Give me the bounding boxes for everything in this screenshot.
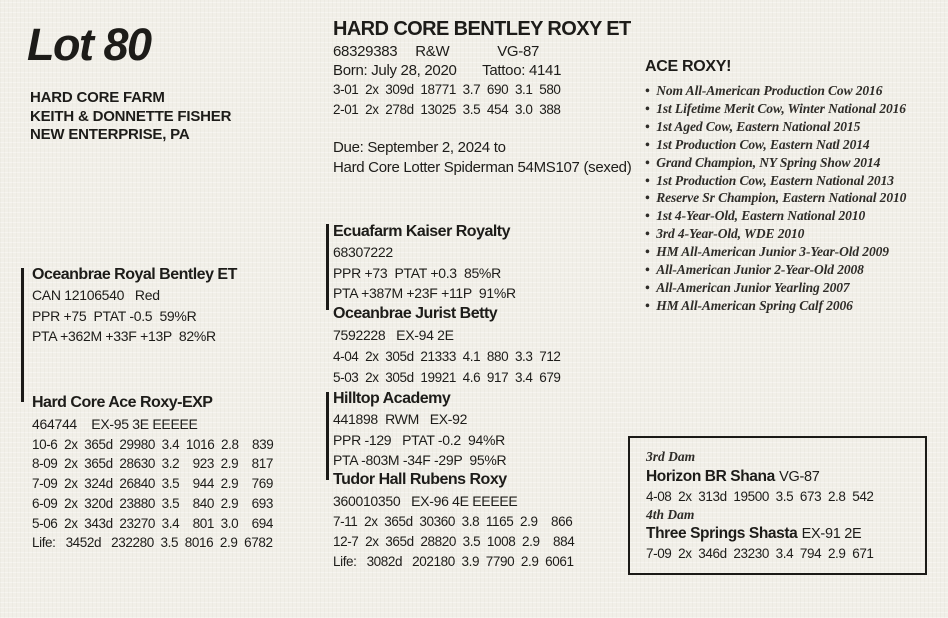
- dam-of-sire-registration: 7592228 EX-94 2E: [333, 327, 454, 343]
- dam-of-dam-name: Tudor Hall Rubens Roxy: [333, 471, 507, 488]
- award-item: Grand Champion, NY Spring Show 2014: [645, 154, 945, 172]
- award-item: 1st Production Cow, Eastern Natl 2014: [645, 136, 945, 154]
- dam-of-sire-name: Oceanbrae Jurist Betty: [333, 305, 498, 322]
- dam-lifetime-record: Life: 3452d 232280 3.5 8016 2.9 6782: [32, 535, 273, 551]
- award-item: 1st Lifetime Merit Cow, Winter National …: [645, 100, 945, 118]
- registration-number: 68329383: [333, 43, 398, 60]
- animal-id-line: 68329383 R&W VG-87: [333, 42, 643, 61]
- breed-color-code: R&W: [415, 43, 450, 60]
- service-sire-line: Hard Core Lotter Spiderman 54MS107 (sexe…: [333, 158, 632, 176]
- award-item: Reserve Sr Champion, Eastern National 20…: [645, 189, 945, 207]
- third-dam-label: 3rd Dam: [646, 449, 696, 464]
- fourth-dam-label: 4th Dam: [646, 506, 695, 522]
- classification-score: VG-87: [497, 43, 540, 60]
- sire-of-sire-registration: 68307222: [333, 244, 393, 260]
- third-dam-score: VG-87: [779, 468, 820, 485]
- award-item: All-American Junior Yearling 2007: [645, 279, 945, 297]
- sire-of-dam-registration: 441898 RWM EX-92: [333, 411, 468, 427]
- award-item: HM All-American Spring Calf 2006: [645, 297, 945, 315]
- tattoo-number: Tattoo: 4141: [482, 62, 562, 79]
- fourth-dam-production-record: 7-09 2x 346d 23230 3.4 794 2.9 671: [646, 546, 874, 562]
- awards-list: Nom All-American Production Cow 2016 1st…: [645, 82, 945, 315]
- award-item: 1st Aged Cow, Eastern National 2015: [645, 118, 945, 136]
- production-record: 2-01 2x 278d 13025 3.5 454 3.0 388: [333, 102, 561, 117]
- dam-name: Hard Core Ace Roxy-EXP: [32, 394, 213, 411]
- fourth-dam-score: EX-91 2E: [801, 526, 862, 543]
- fourth-dam-name-line: Three Springs Shasta EX-91 2E: [646, 524, 925, 544]
- pedigree-sire-of-sire-block: Ecuafarm Kaiser Royalty 68307222 PPR +73…: [333, 221, 516, 304]
- born-tattoo-line: Born: July 28, 2020 Tattoo: 4141: [333, 61, 643, 80]
- sire-of-sire-name: Ecuafarm Kaiser Royalty: [333, 223, 511, 240]
- sire-ppr-line: PPR +75 PTAT -0.5 59%R: [32, 307, 197, 324]
- sire-pta-line: PTA +362M +33F +13P 82%R: [32, 328, 216, 344]
- dam-production-record: 8-09 2x 365d 28630 3.2 923 2.9 817: [32, 456, 273, 472]
- award-item: Nom All-American Production Cow 2016: [645, 82, 945, 100]
- dam-of-sire-production-record: 4-04 2x 305d 21333 4.1 880 3.3 712: [333, 349, 561, 364]
- sire-of-sire-pta-line: PTA +387M +23F +11P 91%R: [333, 285, 516, 301]
- award-item: 1st 4-Year-Old, Eastern National 2010: [645, 207, 945, 225]
- dam-production-record: 10-6 2x 365d 29980 3.4 1016 2.8 839: [32, 436, 274, 452]
- pedigree-dam-of-dam-block: Tudor Hall Rubens Roxy 360010350 EX-96 4…: [333, 469, 575, 571]
- dam-production-record: 6-09 2x 320d 23880 3.5 840 2.9 693: [32, 495, 273, 511]
- consignor-farm-name: HARD CORE FARM: [30, 89, 165, 106]
- pedigree-sire-of-dam-block: Hilltop Academy 441898 RWM EX-92 PPR -12…: [333, 388, 507, 471]
- sire-of-dam-ppr-line: PPR -129 PTAT -0.2 94%R: [333, 431, 505, 448]
- consignor-block: HARD CORE FARM KEITH & DONNETTE FISHER N…: [30, 89, 231, 145]
- dam-of-dam-production-record: 12-7 2x 365d 28820 3.5 1008 2.9 884: [333, 533, 575, 549]
- awards-block: ACE ROXY! Nom All-American Production Co…: [645, 57, 945, 315]
- sire-of-dam-name: Hilltop Academy: [333, 390, 451, 407]
- lot-number: Lot 80: [27, 19, 152, 70]
- dam-production-record: 5-06 2x 343d 23270 3.4 801 3.0 694: [32, 515, 273, 531]
- awards-title: ACE ROXY!: [645, 58, 732, 75]
- third-dam-production-record: 4-08 2x 313d 19500 3.5 673 2.8 542: [646, 488, 874, 504]
- dam-production-record: 7-09 2x 324d 26840 3.5 944 2.9 769: [32, 476, 273, 492]
- award-item: 1st Production Cow, Eastern National 201…: [645, 172, 945, 190]
- sire-of-dam-pta-line: PTA -803M -34F -29P 95%R: [333, 452, 507, 468]
- due-date-line: Due: September 2, 2024 to: [333, 139, 506, 156]
- pedigree-bracket-line: [326, 224, 329, 310]
- pedigree-bracket-line: [326, 392, 329, 480]
- dam-of-sire-production-record: 5-03 2x 305d 19921 4.6 917 3.4 679: [333, 370, 561, 385]
- due-block: Due: September 2, 2024 to Hard Core Lott…: [333, 138, 643, 177]
- award-item: All-American Junior 2-Year-Old 2008: [645, 261, 945, 279]
- dam-of-dam-production-record: 7-11 2x 365d 30360 3.8 1165 2.9 866: [333, 514, 573, 529]
- dam-of-dam-lifetime-record: Life: 3082d 202180 3.9 7790 2.9 6061: [333, 553, 574, 569]
- award-item: HM All-American Junior 3-Year-Old 2009: [645, 243, 945, 261]
- sire-name: Oceanbrae Royal Bentley ET: [32, 266, 237, 283]
- production-record: 3-01 2x 309d 18771 3.7 690 3.1 580: [333, 82, 561, 97]
- third-dam-name: Horizon BR Shana: [646, 467, 775, 485]
- pedigree-bracket-line: [21, 268, 24, 402]
- fourth-dam-name: Three Springs Shasta: [646, 525, 798, 543]
- sire-of-sire-ppr-line: PPR +73 PTAT +0.3 85%R: [333, 264, 501, 281]
- pedigree-dam-of-sire-block: Oceanbrae Jurist Betty 7592228 EX-94 2E …: [333, 303, 561, 388]
- animal-header: HARD CORE BENTLEY ROXY ET 68329383 R&W V…: [333, 16, 643, 177]
- animal-name: HARD CORE BENTLEY ROXY ET: [333, 18, 631, 40]
- pedigree-dam-block: Hard Core Ace Roxy-EXP 464744 EX-95 3E E…: [32, 392, 274, 553]
- award-item: 3rd 4-Year-Old, WDE 2010: [645, 225, 945, 243]
- birth-date: Born: July 28, 2020: [333, 62, 457, 79]
- pedigree-sire-block: Oceanbrae Royal Bentley ET CAN 12106540 …: [32, 264, 237, 347]
- consignor-location: NEW ENTERPRISE, PA: [30, 126, 190, 143]
- consignor-owner-names: KEITH & DONNETTE FISHER: [30, 107, 232, 125]
- dam-registration-line: 464744 EX-95 3E EEEEE: [32, 416, 198, 432]
- extra-dams-box: 3rd Dam Horizon BR Shana VG-87 4-08 2x 3…: [628, 436, 927, 575]
- sire-registration-line: CAN 12106540 Red: [32, 287, 160, 303]
- third-dam-name-line: Horizon BR Shana VG-87: [646, 467, 925, 487]
- dam-of-dam-registration: 360010350 EX-96 4E EEEEE: [333, 493, 518, 509]
